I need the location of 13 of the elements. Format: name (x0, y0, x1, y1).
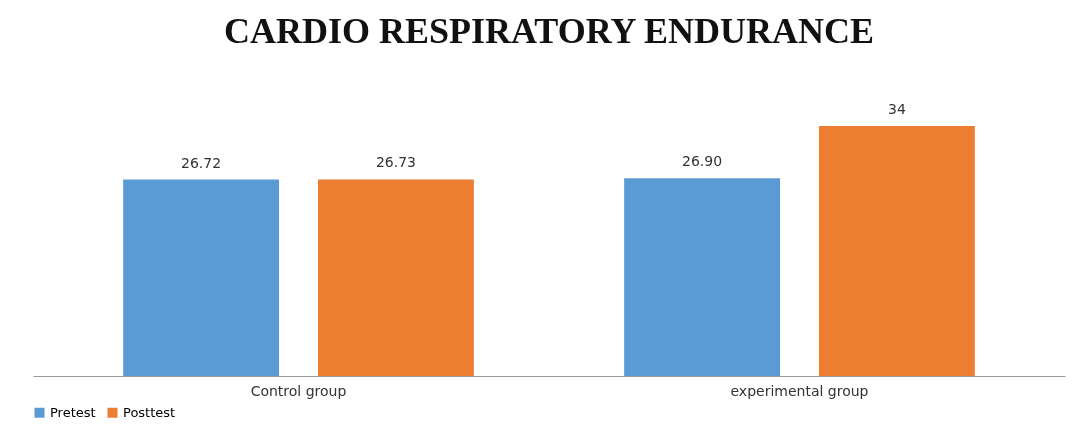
x-tick-label: experimental group (730, 382, 869, 399)
bar (123, 179, 280, 376)
bar (624, 178, 780, 376)
data-label: 26.72 (181, 154, 222, 171)
legend-label: Posttest (123, 404, 176, 420)
chart-title: CARDIO RESPIRATORY ENDURANCE (223, 11, 875, 51)
bar (818, 126, 975, 376)
x-tick-label: Control group (250, 382, 347, 399)
bar (318, 179, 474, 376)
data-label: 26.73 (375, 154, 416, 171)
legend-label: Pretest (50, 404, 96, 420)
data-label: 34 (887, 101, 906, 117)
data-label: 26.90 (682, 153, 723, 170)
